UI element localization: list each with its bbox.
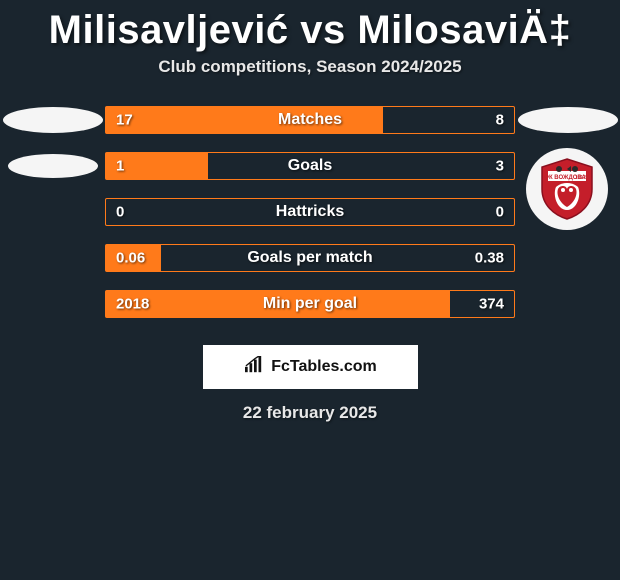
subtitle: Club competitions, Season 2024/2025 <box>0 57 620 97</box>
ellipse-icon <box>518 107 618 133</box>
stat-bar: 2018 Min per goal 374 <box>105 290 515 318</box>
stat-bar: 1 Goals 3 <box>105 152 515 180</box>
ellipse-icon <box>8 154 98 178</box>
date-label: 22 february 2025 <box>0 403 620 423</box>
stat-bar: 0 Hattricks 0 <box>105 198 515 226</box>
stat-label: Hattricks <box>276 203 344 221</box>
stat-label: Min per goal <box>263 295 357 313</box>
bar-chart-icon <box>243 356 265 379</box>
attribution-box[interactable]: FcTables.com <box>203 345 418 389</box>
stat-bar: 17 Matches 8 <box>105 106 515 134</box>
stat-right-value: 8 <box>496 112 504 129</box>
stat-bar: 0.06 Goals per match 0.38 <box>105 244 515 272</box>
page-title: Milisavljević vs MilosaviÄ‡ <box>0 0 620 57</box>
svg-text:1912: 1912 <box>575 175 586 181</box>
comparison-card: Milisavljević vs MilosaviÄ‡ Club competi… <box>0 0 620 423</box>
stat-right-value: 0 <box>496 204 504 221</box>
stat-left-value: 0 <box>116 204 124 221</box>
stat-right-value: 374 <box>479 296 504 313</box>
team-left-badge-placeholder-2 <box>0 154 105 178</box>
stat-row-goals-per-match: 0.06 Goals per match 0.38 <box>0 235 620 281</box>
stat-row-matches: 17 Matches 8 <box>0 97 620 143</box>
stat-row-min-per-goal: 2018 Min per goal 374 <box>0 281 620 327</box>
stat-left-value: 0.06 <box>116 250 145 267</box>
brand-text: FcTables.com <box>271 358 377 376</box>
stat-label: Goals <box>288 157 332 175</box>
stat-left-value: 17 <box>116 112 133 129</box>
team-left-badge-placeholder <box>0 107 105 133</box>
stat-right-value: 0.38 <box>475 250 504 267</box>
ellipse-icon <box>3 107 103 133</box>
stat-right-value: 3 <box>496 158 504 175</box>
stat-left-value: 1 <box>116 158 124 175</box>
stat-label: Goals per match <box>247 249 372 267</box>
club-crest-icon: ФК ВОЖДОВАЦ 1912 <box>538 157 596 221</box>
team-right-badge-placeholder <box>515 107 620 133</box>
stat-label: Matches <box>278 111 342 129</box>
stat-left-value: 2018 <box>116 296 149 313</box>
club-badge: ФК ВОЖДОВАЦ 1912 <box>526 148 608 230</box>
stat-row-goals: 1 Goals 3 ФК ВОЖДОВАЦ <box>0 143 620 189</box>
